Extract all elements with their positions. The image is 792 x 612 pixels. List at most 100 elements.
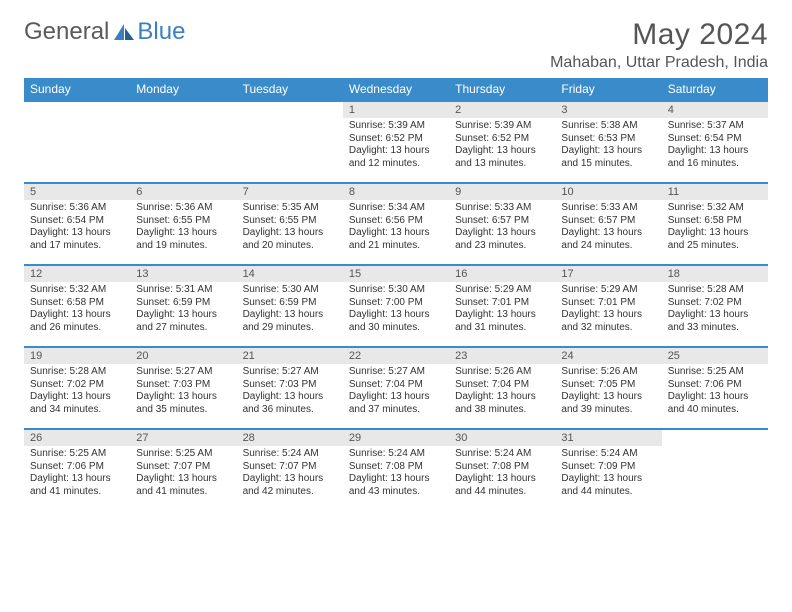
location-text: Mahaban, Uttar Pradesh, India xyxy=(550,54,768,72)
day-sunset: Sunset: 7:00 PM xyxy=(349,297,443,310)
day-details: Sunrise: 5:30 AMSunset: 7:00 PMDaylight:… xyxy=(343,282,449,338)
day-number: 11 xyxy=(662,184,768,200)
calendar-week-row: 26Sunrise: 5:25 AMSunset: 7:06 PMDayligh… xyxy=(24,429,768,511)
day-details: Sunrise: 5:33 AMSunset: 6:57 PMDaylight:… xyxy=(449,200,555,256)
day-number: 9 xyxy=(449,184,555,200)
day-sunrise: Sunrise: 5:26 AM xyxy=(455,366,549,379)
day-sunset: Sunset: 7:07 PM xyxy=(136,461,230,474)
day-sunset: Sunset: 6:56 PM xyxy=(349,215,443,228)
day-sunset: Sunset: 6:58 PM xyxy=(668,215,762,228)
day-daylight: Daylight: 13 hours and 44 minutes. xyxy=(561,473,655,498)
day-sunrise: Sunrise: 5:27 AM xyxy=(136,366,230,379)
calendar-day-cell: 3Sunrise: 5:38 AMSunset: 6:53 PMDaylight… xyxy=(555,101,661,183)
day-daylight: Daylight: 13 hours and 13 minutes. xyxy=(455,145,549,170)
day-sunset: Sunset: 6:58 PM xyxy=(30,297,124,310)
calendar-page: General Blue May 2024 Mahaban, Uttar Pra… xyxy=(0,0,792,529)
day-sunrise: Sunrise: 5:25 AM xyxy=(668,366,762,379)
weekday-header: Saturday xyxy=(662,78,768,101)
calendar-week-row: 5Sunrise: 5:36 AMSunset: 6:54 PMDaylight… xyxy=(24,183,768,265)
day-number: 14 xyxy=(237,266,343,282)
day-sunset: Sunset: 7:02 PM xyxy=(668,297,762,310)
day-sunset: Sunset: 6:55 PM xyxy=(136,215,230,228)
day-sunrise: Sunrise: 5:24 AM xyxy=(561,448,655,461)
day-details: Sunrise: 5:29 AMSunset: 7:01 PMDaylight:… xyxy=(555,282,661,338)
calendar-day-cell xyxy=(237,101,343,183)
day-sunrise: Sunrise: 5:27 AM xyxy=(349,366,443,379)
calendar-day-cell: 27Sunrise: 5:25 AMSunset: 7:07 PMDayligh… xyxy=(130,429,236,511)
day-number: 3 xyxy=(555,102,661,118)
day-details: Sunrise: 5:35 AMSunset: 6:55 PMDaylight:… xyxy=(237,200,343,256)
weekday-header: Wednesday xyxy=(343,78,449,101)
day-daylight: Daylight: 13 hours and 19 minutes. xyxy=(136,227,230,252)
day-daylight: Daylight: 13 hours and 16 minutes. xyxy=(668,145,762,170)
day-details: Sunrise: 5:38 AMSunset: 6:53 PMDaylight:… xyxy=(555,118,661,174)
day-sunset: Sunset: 6:57 PM xyxy=(455,215,549,228)
day-sunset: Sunset: 7:04 PM xyxy=(455,379,549,392)
day-daylight: Daylight: 13 hours and 32 minutes. xyxy=(561,309,655,334)
day-details: Sunrise: 5:31 AMSunset: 6:59 PMDaylight:… xyxy=(130,282,236,338)
day-number: 22 xyxy=(343,348,449,364)
day-details xyxy=(237,106,343,112)
day-details: Sunrise: 5:24 AMSunset: 7:08 PMDaylight:… xyxy=(343,446,449,502)
day-details: Sunrise: 5:34 AMSunset: 6:56 PMDaylight:… xyxy=(343,200,449,256)
day-daylight: Daylight: 13 hours and 36 minutes. xyxy=(243,391,337,416)
day-details: Sunrise: 5:24 AMSunset: 7:09 PMDaylight:… xyxy=(555,446,661,502)
day-daylight: Daylight: 13 hours and 29 minutes. xyxy=(243,309,337,334)
day-sunset: Sunset: 6:57 PM xyxy=(561,215,655,228)
day-sunrise: Sunrise: 5:26 AM xyxy=(561,366,655,379)
day-sunrise: Sunrise: 5:30 AM xyxy=(349,284,443,297)
day-daylight: Daylight: 13 hours and 38 minutes. xyxy=(455,391,549,416)
day-sunset: Sunset: 7:03 PM xyxy=(136,379,230,392)
day-daylight: Daylight: 13 hours and 42 minutes. xyxy=(243,473,337,498)
day-daylight: Daylight: 13 hours and 39 minutes. xyxy=(561,391,655,416)
day-daylight: Daylight: 13 hours and 40 minutes. xyxy=(668,391,762,416)
day-number: 4 xyxy=(662,102,768,118)
day-number: 8 xyxy=(343,184,449,200)
day-number: 18 xyxy=(662,266,768,282)
day-sunset: Sunset: 7:05 PM xyxy=(561,379,655,392)
calendar-day-cell: 23 Sunrise: 5:26 AMSunset: 7:04 PMDayligh… xyxy=(449,347,555,429)
day-sunrise: Sunrise: 5:37 AM xyxy=(668,120,762,133)
calendar-day-cell: 31Sunrise: 5:24 AMSunset: 7:09 PMDayligh… xyxy=(555,429,661,511)
calendar-day-cell: 17Sunrise: 5:29 AMSunset: 7:01 PMDayligh… xyxy=(555,265,661,347)
day-daylight: Daylight: 13 hours and 44 minutes. xyxy=(455,473,549,498)
day-sunrise: Sunrise: 5:29 AM xyxy=(455,284,549,297)
calendar-day-cell: 11Sunrise: 5:32 AMSunset: 6:58 PMDayligh… xyxy=(662,183,768,265)
brand-logo: General Blue xyxy=(24,18,185,46)
day-sunrise: Sunrise: 5:32 AM xyxy=(668,202,762,215)
day-sunset: Sunset: 6:55 PM xyxy=(243,215,337,228)
calendar-day-cell: 16Sunrise: 5:29 AMSunset: 7:01 PMDayligh… xyxy=(449,265,555,347)
day-details: Sunrise: 5:25 AMSunset: 7:06 PMDaylight:… xyxy=(24,446,130,502)
day-details: Sunrise: 5:27 AMSunset: 7:03 PMDaylight:… xyxy=(237,364,343,420)
weekday-header: Sunday xyxy=(24,78,130,101)
day-details: Sunrise: 5:37 AMSunset: 6:54 PMDaylight:… xyxy=(662,118,768,174)
day-daylight: Daylight: 13 hours and 37 minutes. xyxy=(349,391,443,416)
day-details: Sunrise: 5:39 AMSunset: 6:52 PMDaylight:… xyxy=(449,118,555,174)
day-sunset: Sunset: 6:54 PM xyxy=(668,133,762,146)
calendar-day-cell: 12Sunrise: 5:32 AMSunset: 6:58 PMDayligh… xyxy=(24,265,130,347)
calendar-day-cell: 2Sunrise: 5:39 AMSunset: 6:52 PMDaylight… xyxy=(449,101,555,183)
calendar-day-cell: 26Sunrise: 5:25 AMSunset: 7:06 PMDayligh… xyxy=(24,429,130,511)
day-sunrise: Sunrise: 5:38 AM xyxy=(561,120,655,133)
weekday-row: Sunday Monday Tuesday Wednesday Thursday… xyxy=(24,78,768,101)
day-details: Sunrise: 5:27 AMSunset: 7:03 PMDaylight:… xyxy=(130,364,236,420)
day-details: Sunrise: 5:33 AMSunset: 6:57 PMDaylight:… xyxy=(555,200,661,256)
day-details: Sunrise: 5:25 AMSunset: 7:07 PMDaylight:… xyxy=(130,446,236,502)
calendar-day-cell: 1Sunrise: 5:39 AMSunset: 6:52 PMDaylight… xyxy=(343,101,449,183)
day-number: 5 xyxy=(24,184,130,200)
day-sunset: Sunset: 7:01 PM xyxy=(455,297,549,310)
calendar-day-cell: 15Sunrise: 5:30 AMSunset: 7:00 PMDayligh… xyxy=(343,265,449,347)
day-sunset: Sunset: 7:02 PM xyxy=(30,379,124,392)
day-number: 13 xyxy=(130,266,236,282)
day-sunset: Sunset: 6:52 PM xyxy=(349,133,443,146)
logo-sail-icon xyxy=(113,23,135,41)
weekday-header: Thursday xyxy=(449,78,555,101)
day-number: 16 xyxy=(449,266,555,282)
day-number: 25 xyxy=(662,348,768,364)
day-daylight: Daylight: 13 hours and 41 minutes. xyxy=(136,473,230,498)
brand-part1: General xyxy=(24,18,109,46)
day-number: 31 xyxy=(555,430,661,446)
day-sunrise: Sunrise: 5:39 AM xyxy=(455,120,549,133)
day-sunrise: Sunrise: 5:31 AM xyxy=(136,284,230,297)
day-number: 23 xyxy=(449,348,555,364)
